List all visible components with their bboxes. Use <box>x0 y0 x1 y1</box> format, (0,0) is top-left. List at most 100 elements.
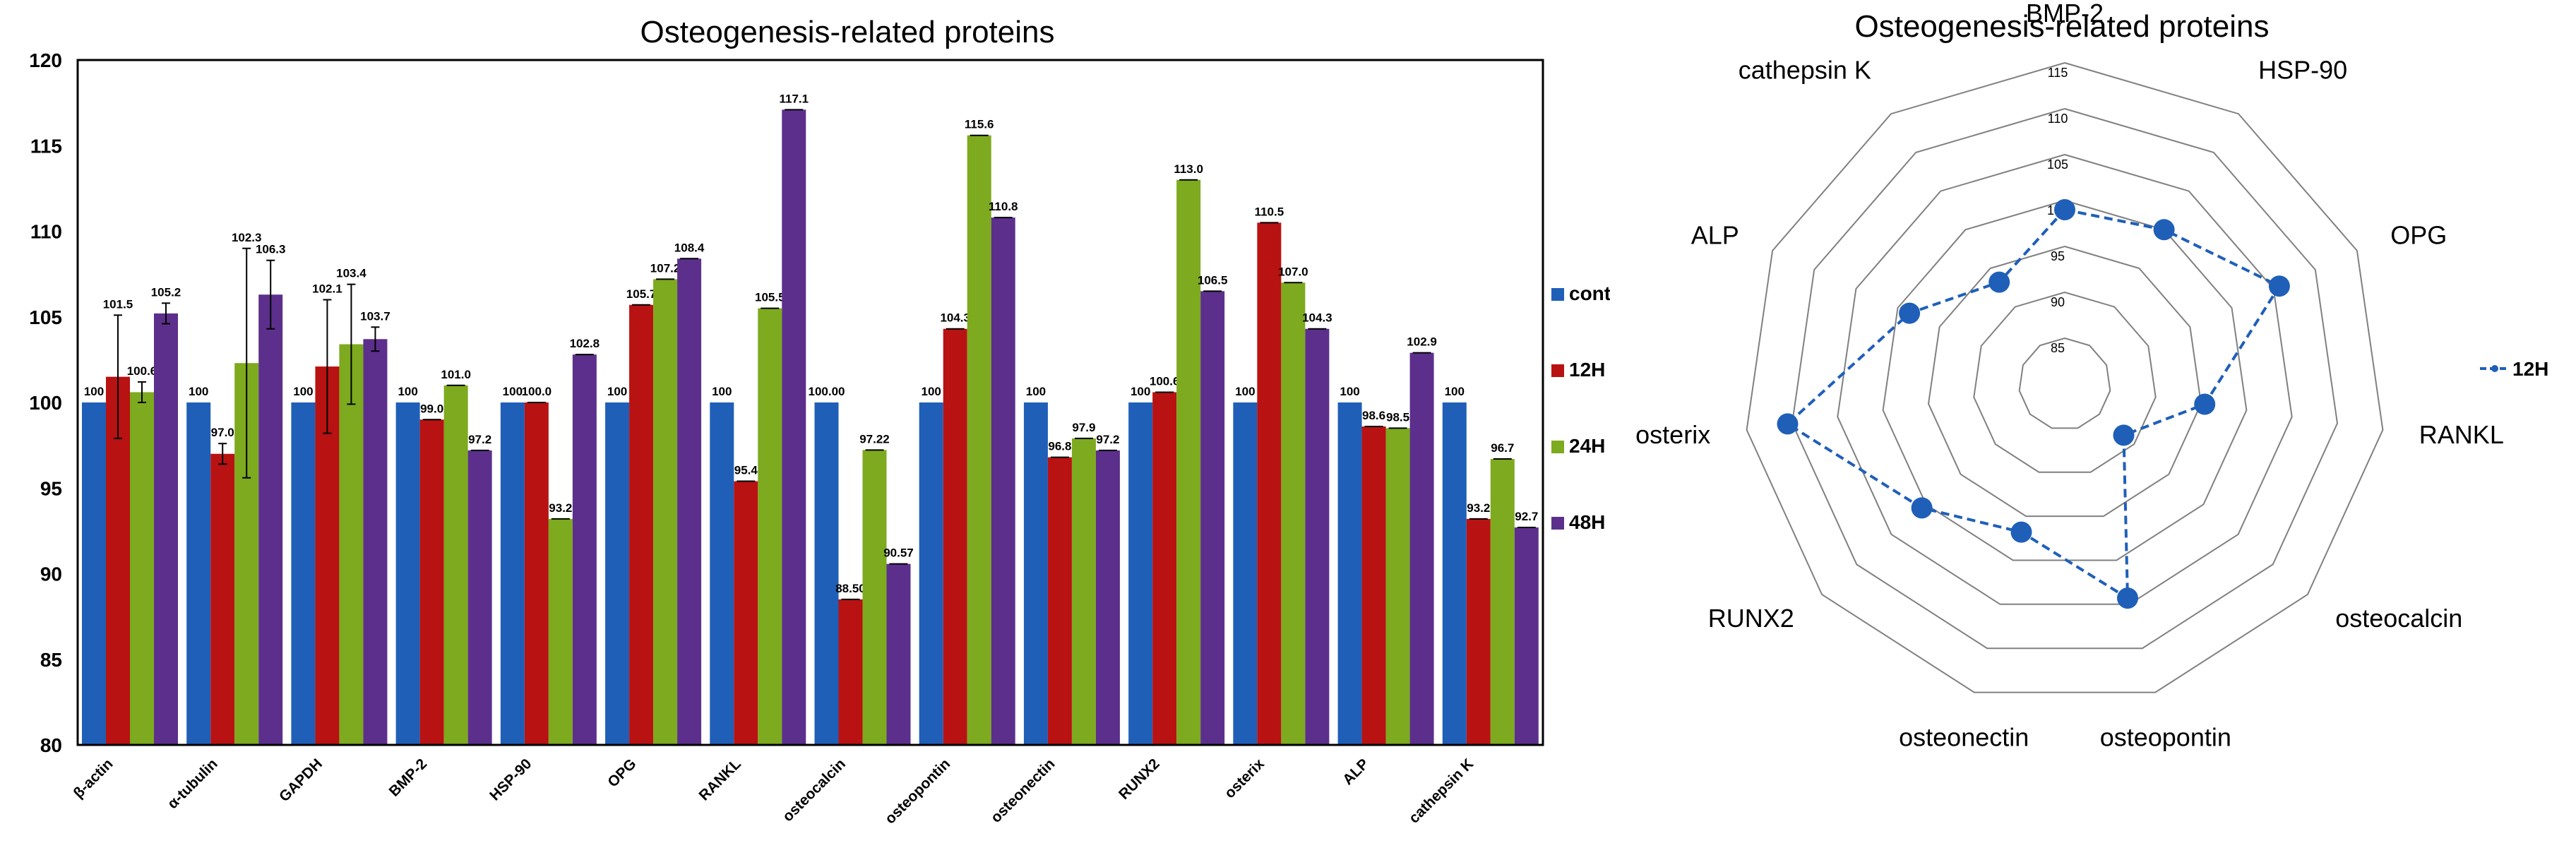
bar <box>991 217 1015 746</box>
legend-label: 48H <box>1569 511 1605 533</box>
category-label: osteocalcin <box>780 756 849 825</box>
radar-axis-label: cathepsin K <box>1739 56 1871 85</box>
data-label: 101.5 <box>103 297 133 311</box>
data-label: 100.6 <box>1150 374 1180 388</box>
data-label: 100 <box>712 385 732 398</box>
radar-tick-label: 90 <box>2051 295 2065 309</box>
category-label: osterix <box>1222 756 1268 801</box>
data-label: 100 <box>607 385 627 398</box>
bar <box>886 563 911 745</box>
radar-grid-ring <box>1791 107 2339 650</box>
radar-point <box>1899 302 1921 324</box>
data-label: 100 <box>398 385 417 398</box>
data-label: 96.8 <box>1048 440 1071 453</box>
bar <box>572 354 597 746</box>
bar <box>130 392 154 745</box>
bar <box>210 453 235 745</box>
radar-axis-label: osterix <box>1635 420 1710 449</box>
bar-chart-title: Osteogenesis-related proteins <box>640 15 1055 49</box>
category-label: RANKL <box>696 756 744 804</box>
data-label: 100 <box>293 385 313 398</box>
y-tick-label: 120 <box>29 49 62 71</box>
data-label: 97.2 <box>1096 433 1119 446</box>
data-label: 102.1 <box>312 282 342 296</box>
bar <box>814 402 839 745</box>
radar-axis-label: osteocalcin <box>2335 604 2462 633</box>
bar <box>782 109 806 745</box>
radar-point <box>2054 199 2075 220</box>
data-label: 96.7 <box>1491 441 1514 455</box>
bar <box>1490 459 1515 745</box>
radar-series-line <box>1785 208 2282 601</box>
bar <box>1385 428 1410 745</box>
data-label: 97.0 <box>211 426 234 439</box>
radar-tick-label: 105 <box>2047 157 2068 172</box>
bar <box>1023 402 1048 745</box>
radar-axis-label: HSP-90 <box>2258 56 2347 85</box>
bar <box>1071 438 1096 745</box>
radar-grid-ring <box>1837 153 2293 605</box>
bar <box>1128 402 1153 745</box>
radar-axis-label: RANKL <box>2419 420 2504 449</box>
bar <box>1514 527 1539 745</box>
bar <box>443 385 468 745</box>
radar-legend-marker <box>2491 365 2498 372</box>
radar-point <box>2010 521 2032 543</box>
data-label: 99.0 <box>420 402 443 415</box>
radar-grid-ring <box>1973 291 2157 473</box>
bars: 100101.5100.6105.210097.0102.3106.310010… <box>82 92 1539 746</box>
category-label: cathepsin K <box>1406 756 1477 826</box>
bar <box>629 304 654 745</box>
bar <box>1152 392 1177 745</box>
category-label: HSP-90 <box>487 756 535 804</box>
bar <box>943 328 967 746</box>
data-label: 100.00 <box>809 385 845 398</box>
bar <box>758 308 782 745</box>
y-tick-label: 115 <box>30 135 62 157</box>
data-label: 100.0 <box>522 385 552 398</box>
data-label: 97.2 <box>468 433 491 446</box>
data-label: 93.2 <box>1467 501 1490 515</box>
radar-grid: 859095100105110115BMP-2HSP-90OPGRANKLost… <box>1635 0 2504 752</box>
data-label: 117.1 <box>779 92 809 105</box>
data-label: 105.2 <box>151 285 181 299</box>
y-tick-label: 80 <box>40 734 62 756</box>
data-label: 100 <box>189 385 208 398</box>
data-label: 88.50 <box>835 582 866 595</box>
bar <box>395 402 420 745</box>
radar-series <box>1777 199 2290 609</box>
data-label: 100 <box>503 385 523 398</box>
bar <box>967 135 991 745</box>
data-label: 100 <box>84 385 104 398</box>
data-label: 106.3 <box>256 243 286 256</box>
legend-label: 12H <box>1569 359 1605 381</box>
radar-tick-label: 110 <box>2048 112 2068 126</box>
legend-swatch <box>1551 288 1564 301</box>
data-label: 98.5 <box>1386 410 1409 424</box>
x-axis-labels: β-actin α-tubulin GAPDH BMP-2 HSP-90 OPG RANKL… <box>71 756 1477 827</box>
category-label: osteonectin <box>988 756 1059 826</box>
bar <box>1305 328 1330 746</box>
y-tick-label: 100 <box>29 392 62 414</box>
bar <box>1409 352 1434 745</box>
data-label: 105.5 <box>755 291 785 304</box>
bar <box>605 402 630 745</box>
data-label: 107.2 <box>650 261 681 275</box>
radar-axis-label: RUNX2 <box>1708 604 1794 633</box>
category-label: β-actin <box>71 756 117 801</box>
bar <box>500 402 525 745</box>
category-label: α-tubulin <box>165 756 221 812</box>
data-label: 93.2 <box>549 501 572 515</box>
bar <box>1442 402 1467 745</box>
bar-chart: Osteogenesis-related proteins 80 85 90 95 10… <box>29 15 1610 827</box>
data-label: 100 <box>1026 385 1046 398</box>
legend-swatch <box>1551 517 1564 530</box>
bar <box>548 518 573 745</box>
radar-point <box>2268 275 2290 297</box>
data-label: 92.7 <box>1515 510 1538 523</box>
radar-point <box>1911 497 1933 519</box>
radar-grid-ring <box>2018 337 2111 429</box>
category-label: ALP <box>1340 756 1372 788</box>
radar-axis-label: OPG <box>2390 220 2447 249</box>
radar-point <box>2117 587 2138 609</box>
